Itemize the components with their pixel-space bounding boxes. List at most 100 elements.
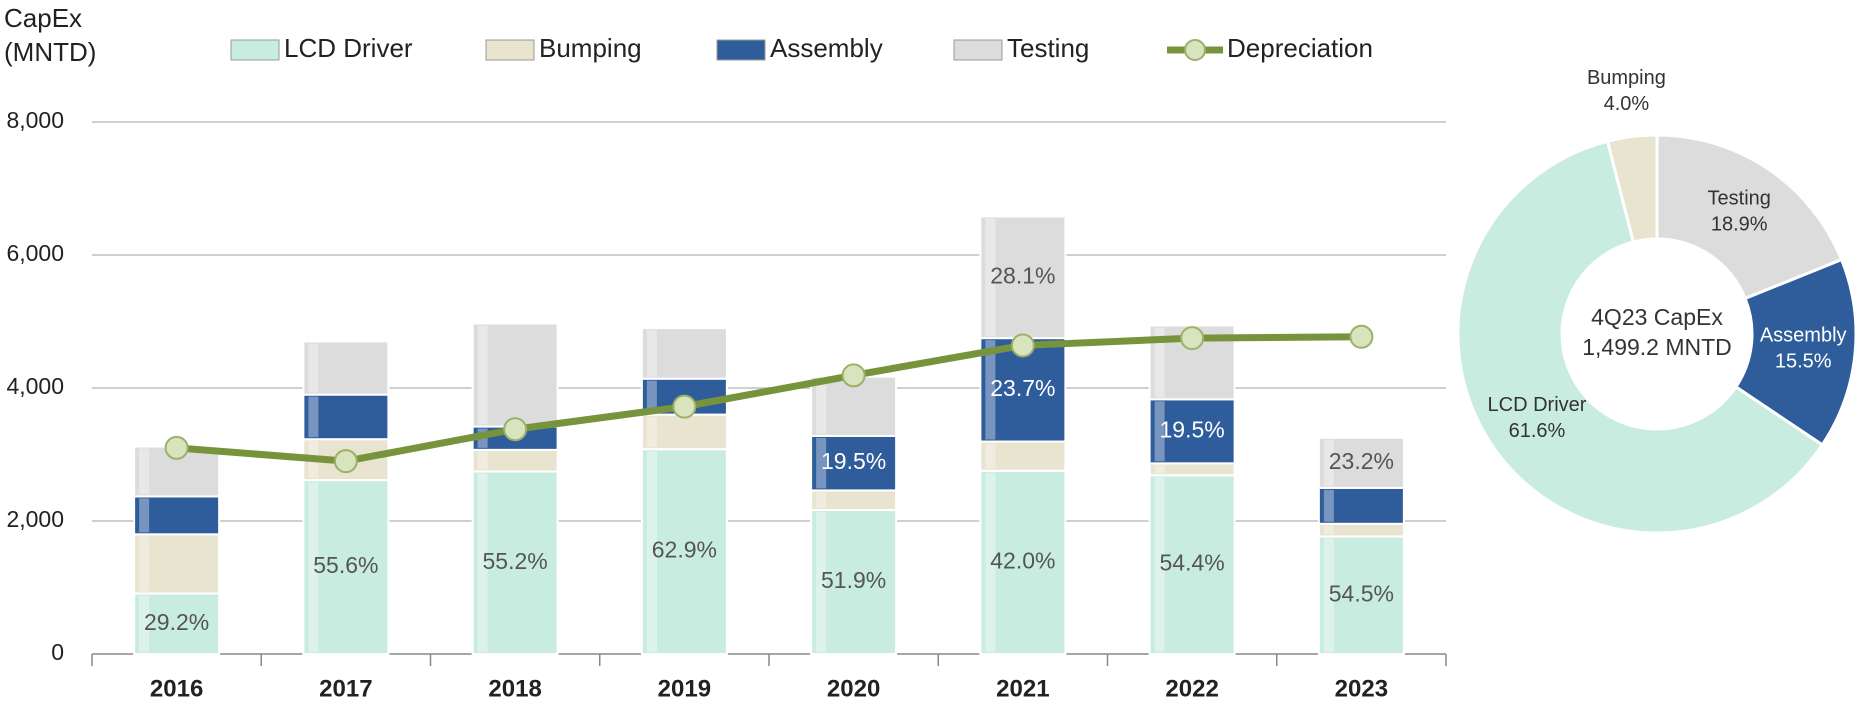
- bar-shine: [816, 492, 827, 509]
- pie-value-label: 61.6%: [1509, 420, 1566, 442]
- legend-swatch: [230, 39, 280, 61]
- pie-value-label: 15.5%: [1775, 350, 1832, 372]
- bar-shine: [816, 512, 827, 652]
- line-marker: [1010, 333, 1035, 358]
- bar-shine: [985, 443, 996, 469]
- x-tick-label: 2022: [1165, 675, 1218, 702]
- line-marker: [841, 363, 866, 388]
- bar-shine: [1323, 525, 1334, 535]
- share-label: 42.0%: [990, 547, 1055, 573]
- share-label: 19.5%: [1160, 416, 1225, 442]
- bar-shine: [1154, 327, 1165, 398]
- bar-shine: [985, 340, 996, 440]
- bar-shine: [139, 536, 150, 592]
- bar-shine: [646, 416, 657, 448]
- x-tick-label: 2018: [488, 675, 541, 702]
- bar-segment: [302, 340, 390, 396]
- pie-label: LCD Driver: [1488, 394, 1587, 416]
- line-marker: [672, 394, 697, 419]
- bar-shine: [308, 343, 319, 393]
- bar-segment: [640, 327, 728, 380]
- y-axis-title: (MNTD): [4, 37, 96, 67]
- pie-slice: [1733, 257, 1858, 447]
- share-label: 23.7%: [990, 375, 1055, 401]
- share-label: 28.1%: [990, 262, 1055, 288]
- bar-shine: [646, 451, 657, 652]
- bar-segment: [810, 509, 898, 655]
- bar-shine: [985, 218, 996, 337]
- pie-label: Assembly: [1760, 324, 1847, 346]
- bar-shine: [1154, 465, 1165, 474]
- line-marker: [164, 435, 189, 460]
- bar-shine: [1154, 401, 1165, 462]
- bar-shine: [816, 378, 827, 434]
- bar-segment: [640, 448, 728, 655]
- legend-label: LCD Driver: [284, 33, 413, 63]
- pie-label: Bumping: [1587, 67, 1666, 89]
- bar-shine: [308, 482, 319, 652]
- x-tick-label: 2020: [827, 675, 880, 702]
- bar-shine: [308, 396, 319, 438]
- y-axis-title: CapEx: [4, 3, 82, 33]
- bar-segment: [1317, 436, 1405, 489]
- bar-segment: [133, 592, 221, 655]
- bar-shine: [1323, 439, 1334, 486]
- line-marker: [1180, 326, 1205, 351]
- bar-shine: [139, 448, 150, 495]
- line-marker: [333, 449, 358, 474]
- pie-slice: [1605, 133, 1659, 244]
- bar-segment: [471, 470, 559, 655]
- share-label: 54.5%: [1329, 580, 1394, 606]
- x-tick-label: 2019: [658, 675, 711, 702]
- pie-value-label: 18.9%: [1711, 213, 1768, 235]
- bar-shine: [816, 437, 827, 489]
- bar-shine: [985, 472, 996, 652]
- legend-marker: [1184, 39, 1206, 61]
- pie-slice: [1456, 139, 1825, 535]
- y-tick-label: 0: [51, 639, 64, 665]
- share-label: 23.2%: [1329, 448, 1394, 474]
- bar-shine: [646, 380, 657, 413]
- x-tick-label: 2016: [150, 675, 203, 702]
- share-label: 54.4%: [1160, 550, 1225, 576]
- share-label: 55.6%: [313, 552, 378, 578]
- share-label: 29.2%: [144, 609, 209, 635]
- bar-shine: [1154, 477, 1165, 652]
- pie-value-label: 4.0%: [1604, 93, 1650, 115]
- x-tick-label: 2017: [319, 675, 372, 702]
- legend-swatch: [716, 39, 766, 61]
- y-tick-label: 2,000: [6, 506, 64, 532]
- line: [176, 333, 1362, 465]
- x-tick-label: 2023: [1335, 675, 1388, 702]
- bar-shine: [1323, 489, 1334, 522]
- bar-segment: [979, 440, 1067, 472]
- share-label: 55.2%: [483, 548, 548, 574]
- share-label: 62.9%: [652, 537, 717, 563]
- share-label: 51.9%: [821, 567, 886, 593]
- x-tick-label: 2021: [996, 675, 1049, 702]
- bar-shine: [139, 498, 150, 533]
- bar-shine: [477, 473, 488, 652]
- bar-shine: [139, 595, 150, 652]
- legend-label: Assembly: [770, 33, 883, 63]
- y-tick-label: 8,000: [6, 107, 64, 133]
- legend-swatch: [485, 39, 535, 61]
- center-label: 4Q23 CapEx: [1591, 304, 1723, 330]
- bar-segment: [1148, 474, 1236, 656]
- bar-segment: [133, 495, 221, 536]
- legend-label: Testing: [1007, 33, 1089, 63]
- legend-label: Bumping: [539, 33, 642, 63]
- pie-slice: [1655, 133, 1844, 301]
- bar-segment: [471, 322, 559, 428]
- legend-swatch: [953, 39, 1003, 61]
- bar-shine: [646, 330, 657, 377]
- bar-shine: [477, 325, 488, 425]
- center-label: 1,499.2 MNTD: [1582, 334, 1732, 360]
- pie-label: Testing: [1708, 187, 1771, 209]
- bar-segment: [133, 533, 221, 595]
- share-label: 19.5%: [821, 448, 886, 474]
- line-marker: [503, 417, 528, 442]
- line-marker: [1349, 324, 1374, 349]
- bar-shine: [1323, 538, 1334, 652]
- y-tick-label: 6,000: [6, 240, 64, 266]
